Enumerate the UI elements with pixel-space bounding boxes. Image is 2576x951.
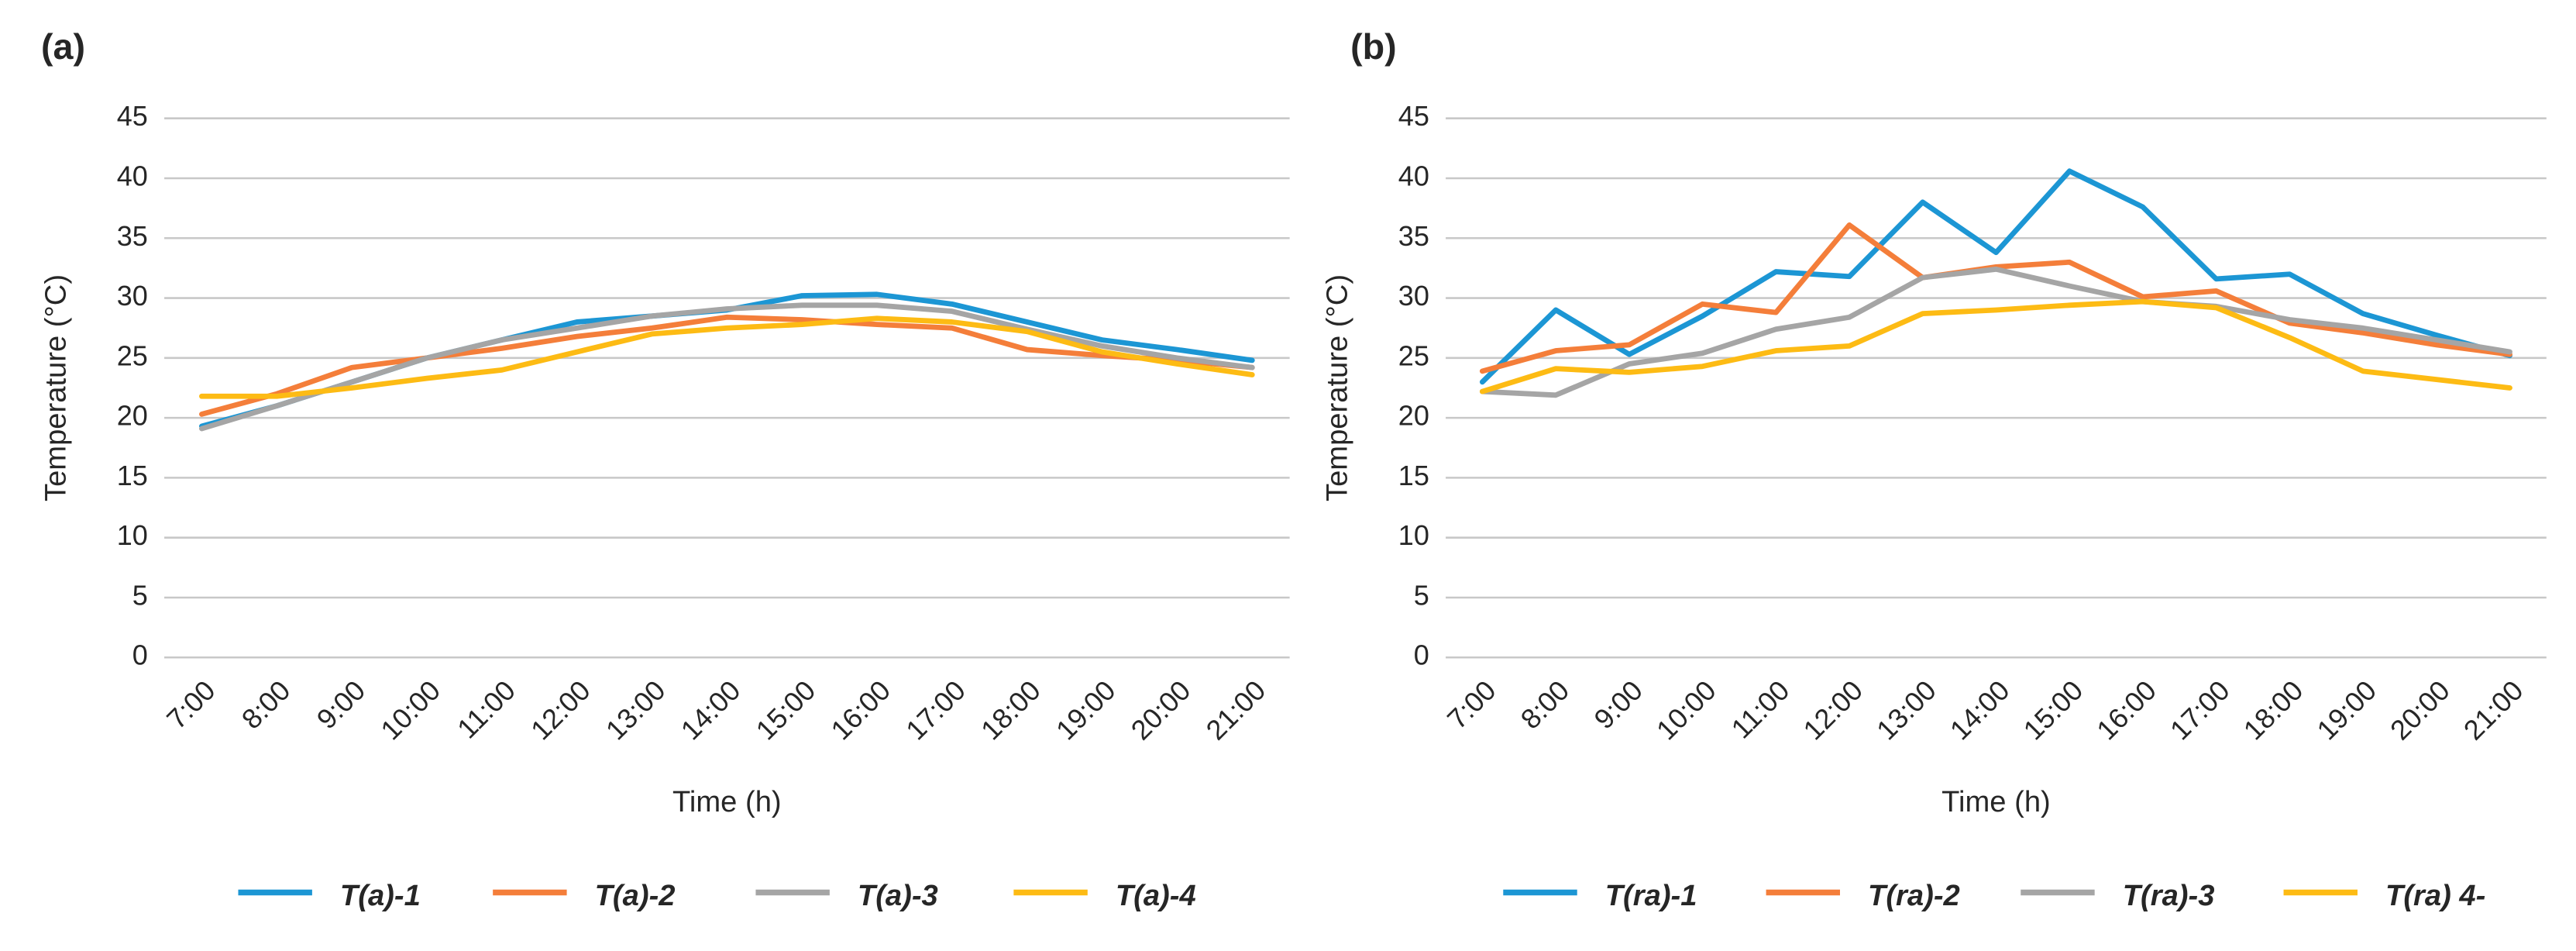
x-tick-label: 12:00 — [1797, 674, 1869, 746]
y-tick-label: 35 — [117, 220, 148, 252]
y-tick-label: 45 — [117, 100, 148, 132]
y-tick-label: 35 — [1398, 220, 1429, 252]
x-tick-label: 8:00 — [236, 674, 297, 736]
x-tick-label: 9:00 — [311, 674, 372, 736]
x-tick-label: 12:00 — [524, 674, 597, 746]
x-tick-label: 17:00 — [2164, 674, 2236, 746]
legend-label: T(ra) 4- — [2385, 879, 2485, 912]
x-tick-label: 20:00 — [1125, 674, 1197, 746]
x-tick-label: 9:00 — [1587, 674, 1649, 736]
x-tick-label: 18:00 — [975, 674, 1047, 746]
data-line — [199, 314, 1255, 417]
x-axis-title: Time (h) — [672, 785, 782, 818]
x-tick-label: 14:00 — [675, 674, 747, 746]
y-axis-title: Temperature (°C) — [1320, 274, 1353, 501]
x-tick-label: 10:00 — [374, 674, 446, 746]
data-line — [1479, 298, 2512, 395]
legend-label: T(a)-1 — [340, 879, 421, 912]
legend-label: T(a)-2 — [595, 879, 676, 912]
legend-label: T(a)-3 — [858, 879, 938, 912]
y-tick-label: 0 — [1414, 639, 1429, 671]
x-tick-label: 15:00 — [2017, 674, 2089, 746]
legend-label: T(a)-4 — [1116, 879, 1196, 912]
data-line — [1479, 168, 2512, 385]
y-tick-label: 20 — [1398, 400, 1429, 432]
y-tick-label: 5 — [132, 579, 148, 611]
x-tick-label: 11:00 — [451, 674, 521, 745]
y-tick-label: 25 — [117, 339, 148, 371]
x-tick-label: 21:00 — [1200, 674, 1272, 746]
y-tick-label: 45 — [1398, 100, 1429, 132]
panel-label: (b) — [1350, 26, 1397, 67]
x-tick-label: 13:00 — [600, 674, 672, 746]
x-axis-title: Time (h) — [1941, 785, 2051, 818]
legend-label: T(ra)-2 — [1868, 879, 1960, 912]
x-tick-label: 14:00 — [1944, 674, 2016, 746]
y-tick-label: 15 — [117, 460, 148, 491]
data-line — [1479, 266, 2512, 398]
x-tick-label: 7:00 — [160, 674, 222, 736]
x-tick-label: 7:00 — [1441, 674, 1502, 736]
legend-label: T(ra)-1 — [1605, 879, 1697, 912]
y-tick-label: 40 — [117, 160, 148, 192]
y-tick-label: 40 — [1398, 160, 1429, 192]
x-tick-label: 16:00 — [2090, 674, 2162, 746]
x-tick-label: 21:00 — [2457, 674, 2530, 746]
y-tick-label: 0 — [132, 639, 148, 671]
legend-label: T(ra)-3 — [2123, 879, 2215, 912]
y-tick-label: 10 — [117, 519, 148, 551]
x-tick-label: 18:00 — [2237, 674, 2309, 746]
data-line — [199, 315, 1255, 399]
y-tick-label: 30 — [1398, 280, 1429, 312]
x-tick-label: 16:00 — [824, 674, 896, 746]
x-tick-label: 19:00 — [1050, 674, 1122, 746]
y-tick-label: 25 — [1398, 339, 1429, 371]
y-tick-label: 10 — [1398, 519, 1429, 551]
x-tick-label: 8:00 — [1515, 674, 1576, 736]
y-tick-label: 15 — [1398, 460, 1429, 491]
x-tick-label: 19:00 — [2310, 674, 2382, 746]
data-line — [199, 302, 1255, 432]
x-tick-label: 17:00 — [899, 674, 972, 746]
y-axis-title: Temperature (°C) — [39, 274, 72, 501]
y-tick-label: 20 — [117, 400, 148, 432]
x-tick-label: 15:00 — [750, 674, 822, 746]
x-tick-label: 10:00 — [1650, 674, 1722, 746]
y-tick-label: 5 — [1414, 579, 1429, 611]
y-tick-label: 30 — [117, 280, 148, 312]
x-tick-label: 20:00 — [2384, 674, 2456, 746]
data-line — [199, 291, 1255, 429]
x-tick-label: 13:00 — [1870, 674, 1942, 746]
x-tick-label: 11:00 — [1725, 674, 1796, 745]
panel-label: (a) — [41, 26, 85, 67]
